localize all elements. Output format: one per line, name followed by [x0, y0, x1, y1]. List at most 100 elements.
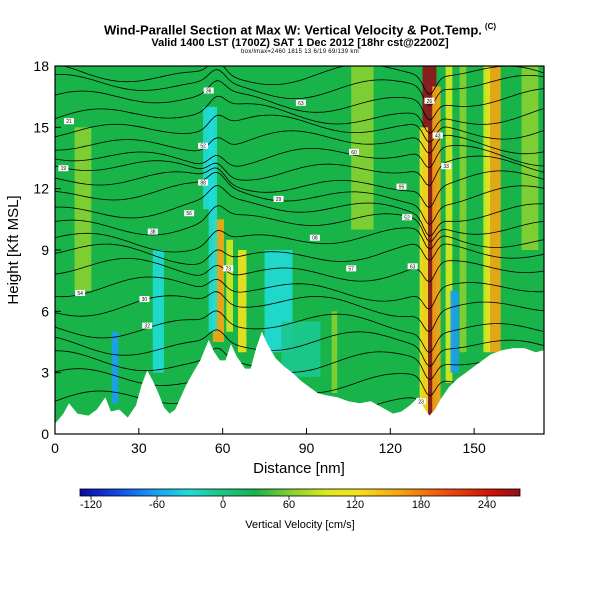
title-mark: (C) [484, 22, 497, 31]
colorbar-label: Vertical Velocity [cm/s] [245, 519, 354, 531]
isentrope-line [55, 243, 544, 265]
isentrope-label-box [346, 265, 357, 272]
isentrope-label-box [402, 214, 413, 221]
x-tick-label: 0 [51, 440, 59, 456]
terrain [55, 331, 544, 434]
isentrope-label: 33 [443, 164, 449, 170]
isentrope-label-box [432, 132, 443, 139]
chart-title-text: Wind-Parallel Section at Max W: Vertical… [103, 22, 482, 38]
velocity-feature [450, 290, 459, 373]
colorbar-tick-label: 0 [220, 499, 226, 511]
velocity-feature [351, 66, 374, 230]
isentrope-label: 57 [348, 266, 354, 272]
isentrope-line [55, 276, 544, 310]
isentrope-line [55, 171, 544, 225]
isentrope-label-box [424, 97, 435, 104]
isentrope-line [55, 185, 544, 237]
velocity-feature [331, 311, 338, 394]
isentrope-line [55, 291, 544, 333]
colorbar: -120 -60 0 60 120 180 240 Vertical Velocity [c… [79, 488, 521, 531]
isentrope-label: 23 [418, 399, 424, 405]
isentrope-line [55, 258, 544, 283]
isentrope-label: 73 [225, 266, 231, 272]
isentrope-label-box [309, 234, 320, 241]
colorbar-ticks: -120 -60 0 60 120 180 240 [80, 496, 496, 511]
isentrope-label: 21 [66, 119, 72, 125]
y-tick-label: 15 [33, 119, 49, 135]
x-tick-label: 30 [131, 440, 147, 456]
isentrope-label-box [273, 195, 284, 202]
isentrope-lines [55, 66, 544, 418]
isentrope-line [55, 155, 544, 186]
chart-title: Wind-Parallel Section at Max W: Vertical… [0, 22, 600, 37]
isentrope-label-box [223, 265, 234, 272]
isentrope-label: 52 [200, 144, 206, 150]
isentrope-line [55, 329, 544, 367]
isentrope-label-box [407, 263, 418, 270]
y-tick-label: 3 [41, 365, 49, 381]
isentrope-label-box [203, 87, 214, 94]
y-tick-label: 18 [33, 58, 49, 74]
isentrope-label: 60 [351, 150, 357, 156]
isentrope-line [55, 167, 544, 209]
x-axis-label: Distance [nm] [253, 460, 345, 477]
x-tick-label: 150 [462, 440, 486, 456]
isentrope-label: 26 [427, 99, 433, 105]
velocity-feature [432, 86, 441, 414]
colorbar-ramp [79, 488, 521, 497]
colorbar-tick-label: -60 [149, 499, 165, 511]
y-tick-label: 12 [33, 181, 49, 197]
colorbar-tick-label: 240 [478, 499, 496, 511]
isentrope-label-box [441, 163, 452, 170]
isentrope-label: 32 [144, 324, 150, 330]
isentrope-label-box [198, 179, 209, 186]
isentrope-label-box [58, 165, 69, 172]
isentrope-label-box [198, 142, 209, 149]
velocity-feature [203, 106, 215, 210]
isentrope-label-box [63, 118, 74, 125]
y-axis-label: Height [Kft MSL] [5, 195, 22, 304]
colorbar-tick-label: 120 [346, 499, 364, 511]
isentrope-line [55, 145, 544, 169]
isentrope-label: 52 [404, 215, 410, 221]
y-tick-label: 9 [41, 242, 49, 258]
isentrope-label-box [139, 296, 150, 303]
isentrope-line [55, 205, 544, 243]
y-tick-label: 0 [41, 426, 49, 442]
isentrope-label: 88 [200, 181, 206, 187]
isentrope-label: 43 [435, 134, 441, 140]
isentrope-label-box [396, 183, 407, 190]
isentrope-label: 29 [276, 197, 282, 203]
velocity-feature [238, 250, 247, 353]
velocity-field [74, 66, 539, 418]
isentrope-line [55, 69, 544, 107]
isentrope-label-box [75, 289, 86, 296]
velocity-feature [459, 66, 467, 353]
isentrope-line [55, 310, 544, 354]
isentrope-line [55, 347, 544, 381]
isentrope-label: 56 [186, 211, 192, 217]
velocity-feature [208, 106, 218, 332]
velocity-feature [111, 331, 119, 404]
chart-subtitle: Valid 1400 LST (1700Z) SAT 1 Dec 2012 [1… [151, 37, 449, 49]
isentrope-label: 63 [410, 264, 416, 270]
x-tick-label: 90 [299, 440, 315, 456]
colorbar-tick-label: 60 [283, 499, 295, 511]
isentrope-label-box [142, 322, 153, 329]
isentrope-label-box [295, 99, 306, 106]
velocity-feature [445, 66, 453, 383]
velocity-feature [419, 127, 429, 414]
chart-info-line: box/lmax=2460 1815 13 6/19 69/139 km [240, 49, 360, 55]
velocity-feature [74, 127, 92, 291]
velocity-feature [226, 239, 233, 332]
velocity-feature [483, 66, 491, 353]
isentrope-label-box [184, 210, 195, 217]
isentrope-label: 08 [312, 236, 318, 242]
isentrope-line [55, 130, 544, 155]
colorbar-tick-label: 180 [412, 499, 430, 511]
isentrope-label: 19 [61, 166, 67, 172]
isentrope-label: 95 [399, 185, 405, 191]
x-tick-label: 60 [215, 440, 231, 456]
isentrope-line [55, 95, 544, 134]
